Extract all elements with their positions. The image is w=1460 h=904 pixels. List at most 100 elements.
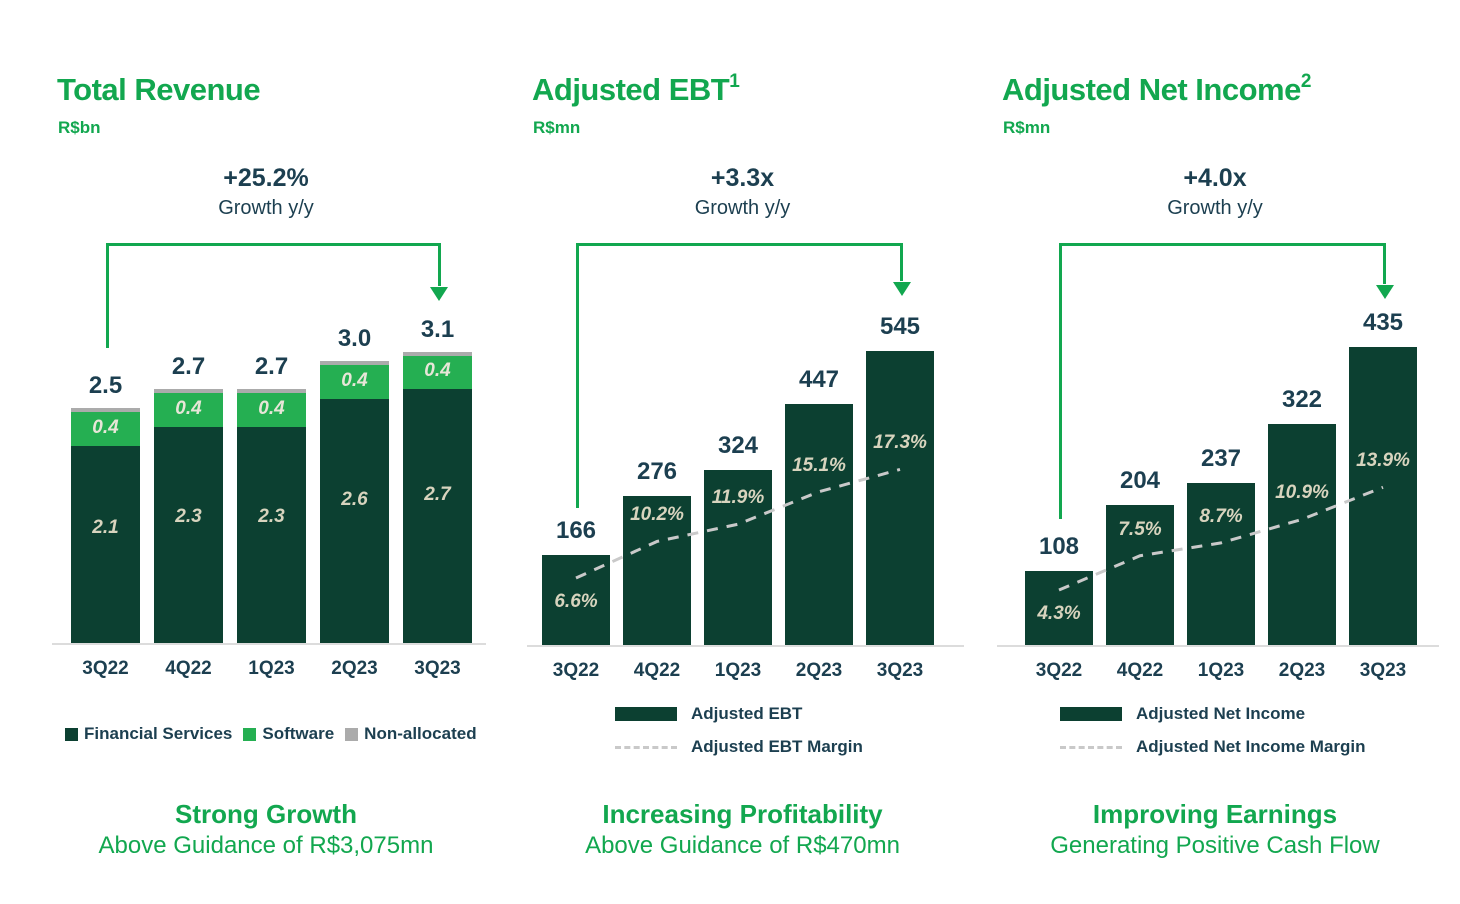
caption-title: Improving Earnings: [1092, 799, 1338, 829]
growth-value: +4.0x: [1183, 164, 1247, 192]
growth-bracket-line: [576, 243, 579, 508]
adjusted-ebt-legend: Adjusted EBT Adjusted EBT Margin: [615, 701, 863, 767]
growth-annotation: +3.3x Growth y/y: [515, 163, 970, 221]
bar-segment-non-allocated: [154, 389, 223, 394]
caption-subtitle: Above Guidance of R$470mn: [585, 832, 900, 859]
legend-dash-swatch-icon: [1060, 745, 1122, 749]
chart-title-text: Adjusted Net Income: [1002, 72, 1301, 107]
bar-segment-software: 0.4: [320, 365, 389, 399]
growth-bracket-line: [437, 243, 441, 286]
x-axis-label: 3Q23: [1359, 660, 1407, 681]
legend-label: Non-allocated: [364, 724, 477, 743]
growth-annotation: +25.2% Growth y/y: [40, 163, 492, 221]
caption: Increasing Profitability Above Guidance …: [515, 798, 970, 861]
x-axis-label: 2Q23: [1278, 660, 1326, 681]
growth-label: Growth y/y: [1167, 197, 1263, 219]
growth-arrowhead: [892, 282, 911, 296]
caption-title: Increasing Profitability: [602, 799, 883, 829]
legend-item: Adjusted Net Income: [1060, 701, 1366, 727]
segment-label: 2.3: [258, 505, 285, 527]
caption: Improving Earnings Generating Positive C…: [985, 798, 1445, 861]
total-label: 3.0: [337, 325, 372, 352]
value-label: 322: [1281, 386, 1323, 414]
x-axis-label: 3Q23: [414, 658, 461, 679]
segment-label: 2.1: [92, 516, 119, 538]
unit-label: R$mn: [533, 118, 581, 137]
chart-title-adjusted-ebt: Adjusted EBT1: [532, 71, 740, 108]
adjusted-ebt-plot: 166 276 324 447 545 6.6% 10.2% 11.9% 15.1% 17.3% 3…: [515, 238, 970, 690]
caption-subtitle: Generating Positive Cash Flow: [1050, 832, 1380, 859]
bar-4Q22: 0.4 2.3: [154, 389, 223, 643]
chart-title-text: Total Revenue: [57, 72, 261, 107]
segment-label: 2.3: [175, 505, 202, 527]
growth-value: +25.2%: [223, 164, 309, 192]
bar-2Q23: 0.4 2.6: [320, 361, 389, 643]
growth-bracket-line: [1059, 243, 1062, 519]
segment-label: 0.4: [175, 397, 202, 419]
total-revenue-section: Total Revenue R$bn +25.2% Growth y/y 0.4…: [40, 0, 492, 904]
bar-segment-non-allocated: [320, 361, 389, 365]
bar-segment-financial-services: 2.6: [320, 398, 389, 643]
chart-title-adjusted-net-income: Adjusted Net Income2: [1002, 70, 1312, 108]
legend-label: Adjusted Net Income: [1136, 704, 1306, 723]
value-label: 435: [1362, 309, 1404, 337]
adjusted-ebt-section: Adjusted EBT1 R$mn +3.3x Growth y/y 166 2…: [515, 0, 970, 904]
bar-segment-non-allocated: [71, 408, 140, 412]
margin-label: 4.3%: [1037, 602, 1081, 624]
value-label: 324: [717, 432, 759, 460]
growth-value: +3.3x: [710, 164, 775, 192]
x-axis-label: 4Q22: [165, 658, 212, 679]
value-label: 276: [636, 457, 678, 485]
legend-label: Software: [262, 724, 335, 743]
legend-item: Adjusted EBT Margin: [615, 734, 863, 760]
caption: Strong Growth Above Guidance of R$3,075m…: [40, 798, 492, 861]
legend-item: Adjusted Net Income Margin: [1060, 734, 1366, 760]
margin-label: 7.5%: [1118, 518, 1162, 540]
axis-baseline: [997, 645, 1439, 647]
legend-bar-swatch-icon: [615, 707, 677, 721]
bar-3Q23: [866, 350, 934, 645]
unit-label: R$mn: [1003, 118, 1051, 137]
segment-label: 0.4: [424, 360, 451, 382]
total-label: 2.5: [88, 372, 123, 399]
legend-bar-swatch-icon: [1060, 707, 1122, 721]
margin-label: 10.2%: [630, 504, 684, 526]
legend-item: Software: [243, 724, 334, 744]
chart-title-text: Adjusted EBT: [532, 72, 730, 107]
legend-label: Adjusted EBT: [691, 704, 803, 723]
margin-label: 13.9%: [1356, 450, 1410, 472]
bar-2Q23: [1268, 424, 1336, 645]
growth-bracket-line: [576, 243, 903, 246]
bar-segment-financial-services: 2.1: [71, 445, 140, 643]
legend-item: Adjusted EBT: [615, 701, 863, 727]
chart-title-superscript: 2: [1300, 70, 1312, 92]
segment-label: 0.4: [258, 397, 285, 419]
growth-bracket-line: [105, 243, 441, 246]
legend-swatch-icon: [345, 727, 359, 741]
segment-label: 2.7: [424, 483, 451, 505]
adjusted-net-income-legend: Adjusted Net Income Adjusted Net Income M…: [1060, 701, 1366, 767]
margin-label: 11.9%: [711, 487, 765, 509]
bar-segment-software: 0.4: [154, 393, 223, 427]
total-label: 3.1: [420, 315, 455, 343]
x-axis-label: 2Q23: [331, 658, 378, 679]
legend-swatch-icon: [65, 727, 78, 741]
growth-bracket-line: [105, 243, 109, 348]
value-label: 237: [1200, 444, 1242, 472]
bar-segment-financial-services: 2.3: [237, 426, 306, 643]
legend-dash-swatch-icon: [615, 745, 677, 749]
total-revenue-plot: 0.4 2.1 2.5 0.4 2.3 2.7 0.4 2.3 2.7 0.4 2.6 3.0 0.4 2…: [40, 238, 492, 690]
growth-label: Growth y/y: [694, 197, 791, 219]
adjusted-net-income-plot: 108 204 237 322 435 4.3% 7.5% 8.7% 10.9% 13.9% 3Q2…: [985, 238, 1445, 690]
axis-baseline: [52, 643, 486, 645]
legend-swatch-icon: [243, 727, 257, 741]
x-axis-label: 4Q22: [1116, 660, 1164, 681]
growth-annotation: +4.0x Growth y/y: [985, 163, 1445, 221]
bar-2Q23: [785, 403, 853, 645]
bar-segment-software: 0.4: [403, 355, 472, 390]
margin-label: 8.7%: [1199, 505, 1243, 527]
value-label: 545: [879, 312, 921, 340]
x-axis-label: 3Q22: [1035, 660, 1083, 681]
bar-3Q22: 0.4 2.1: [71, 408, 140, 643]
